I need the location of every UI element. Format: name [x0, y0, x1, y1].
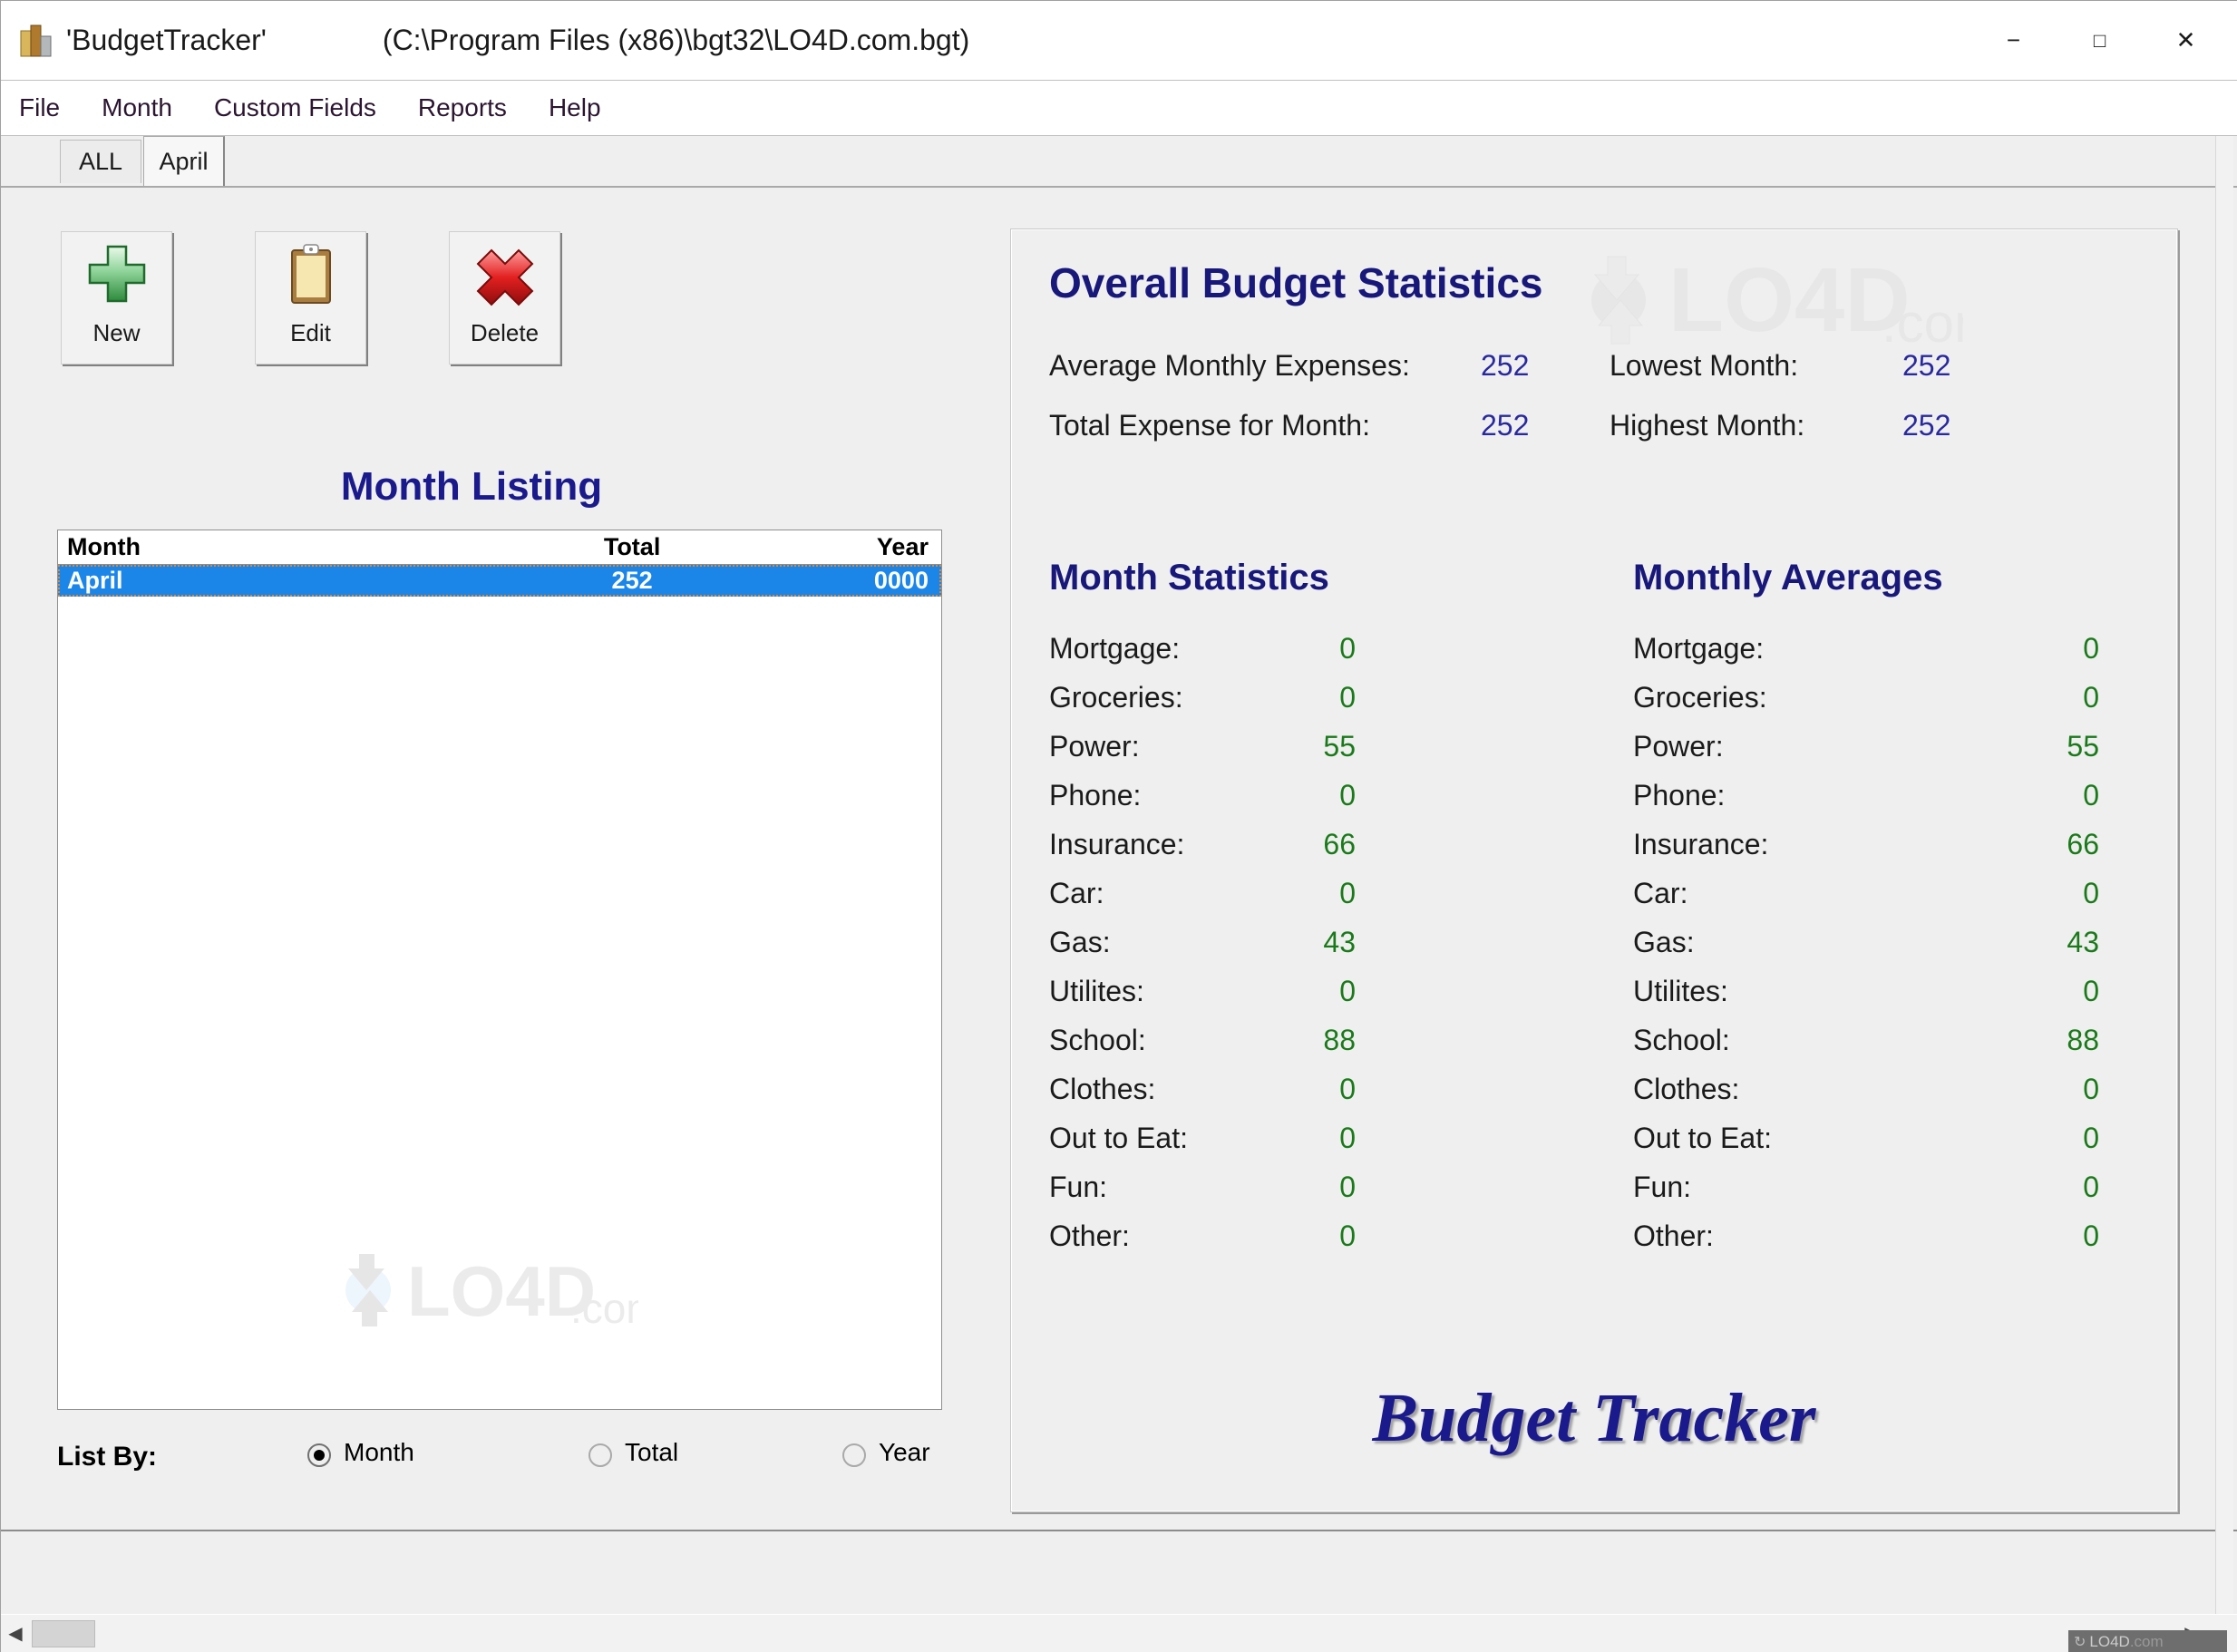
svg-text:.com: .com: [570, 1285, 638, 1332]
svg-text:LO4D: LO4D: [407, 1251, 596, 1331]
svg-text:.com: .com: [1882, 293, 1963, 354]
svg-text:LO4D: LO4D: [1668, 249, 1911, 351]
